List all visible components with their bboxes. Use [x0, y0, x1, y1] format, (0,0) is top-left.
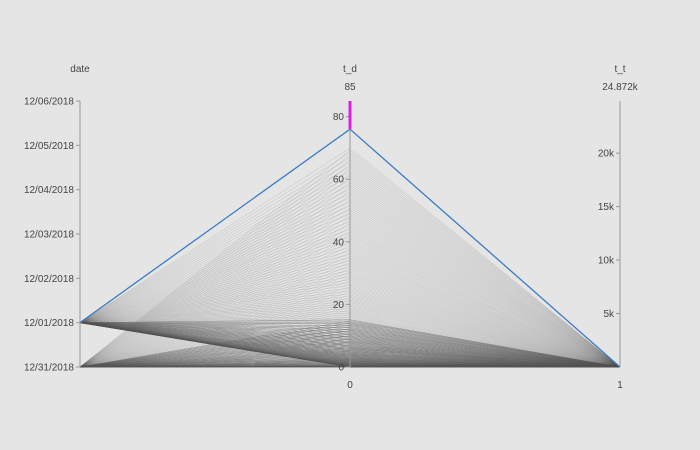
tick-label: 80 [333, 112, 345, 123]
axis-max-label: 24.872k [602, 82, 639, 93]
tick-label: 20 [333, 300, 345, 311]
tick-label: 12/02/2018 [24, 274, 74, 285]
tick-label: 12/04/2018 [24, 185, 74, 196]
axis-min-label: 1 [617, 380, 623, 391]
axis-t_d: t_d 85 00 20 40 60 80 [333, 64, 357, 391]
tick-label: 12/05/2018 [24, 141, 74, 152]
axis-min-label: 0 [347, 380, 353, 391]
tick-label: 0 [338, 363, 344, 374]
axis-date: date 12/31/2018 12/01/2018 12/02/2018 12/03/… [24, 64, 90, 374]
tick-label: 5k [603, 309, 615, 320]
axis-title: t_t [614, 64, 625, 75]
tick-label: 12/06/2018 [24, 97, 74, 108]
tick-label: 10k [598, 256, 615, 267]
tick-label: 60 [333, 175, 345, 186]
tick-label: 20k [598, 149, 615, 160]
tick-label: 40 [333, 237, 345, 248]
tick-label: 15k [598, 202, 615, 213]
axis-title: date [70, 64, 90, 75]
tick-label: 12/31/2018 [24, 363, 74, 374]
constraint-bar [348, 101, 352, 130]
tick-label: 12/03/2018 [24, 230, 74, 241]
axis-max-label: 85 [344, 82, 356, 93]
axis-title: t_d [343, 64, 357, 75]
tick-label: 12/01/2018 [24, 318, 74, 329]
